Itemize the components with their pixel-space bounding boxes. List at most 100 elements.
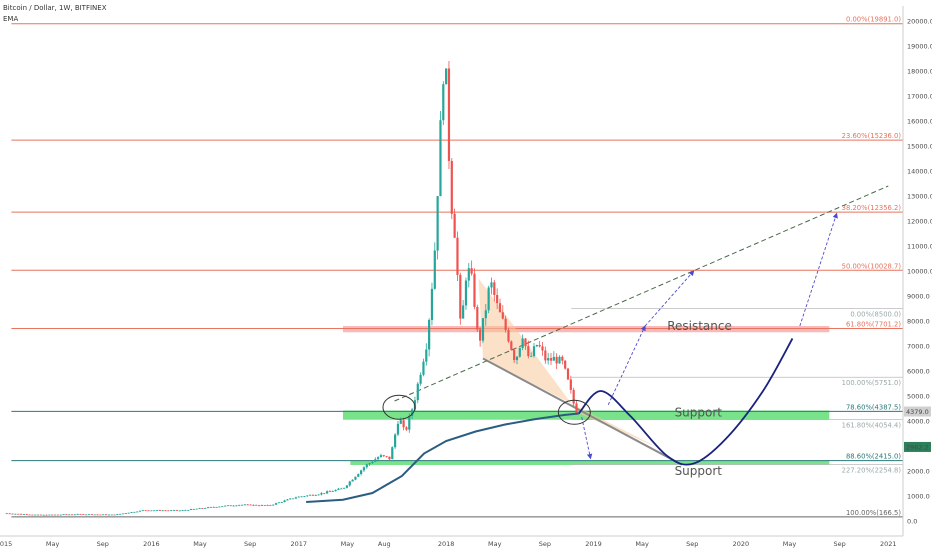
candle-body — [65, 514, 68, 516]
candle-body — [479, 329, 482, 341]
candle-body — [433, 250, 436, 289]
y-tick-label: 12000.0 — [907, 218, 932, 226]
candle-body — [360, 470, 363, 475]
candle-body — [212, 506, 215, 508]
annotation-layer: Resistance Support Support — [382, 212, 838, 478]
candle-body — [11, 513, 14, 515]
candle-body — [209, 506, 212, 508]
projection-arrow-0 — [607, 325, 646, 405]
candle-body — [274, 503, 278, 505]
candle-body — [473, 273, 476, 307]
candle-body — [130, 512, 133, 513]
candle-body — [411, 409, 414, 417]
candle-body — [532, 346, 536, 357]
candle-body — [493, 282, 496, 295]
y-tick-label: 4000.0 — [907, 418, 930, 426]
zones-layer — [342, 326, 830, 465]
y-tick-label: 17000.0 — [907, 93, 932, 101]
candle-body — [490, 282, 493, 288]
candle-body — [249, 504, 252, 506]
candle-body — [371, 461, 374, 464]
candle-body — [116, 514, 119, 515]
candle-body — [260, 505, 264, 506]
candle-body — [354, 476, 357, 480]
x-tick-label: May — [193, 540, 207, 548]
candle-body — [229, 505, 232, 507]
candle-body — [147, 510, 150, 512]
candle-body — [476, 306, 479, 330]
candle-body — [175, 510, 178, 511]
price-tag-bg-0 — [904, 406, 931, 417]
axes-layer: 2015 May Sep 2016 May Sep 2017 May Aug 2018 May Sep… — [0, 6, 932, 550]
candle-body — [377, 457, 380, 460]
candle-body — [226, 505, 229, 507]
candle-body — [181, 510, 184, 511]
zone-label-support-lower: Support — [675, 464, 723, 478]
y-tick-label: 15000.0 — [907, 143, 932, 151]
x-tick-label: 2021 — [880, 540, 897, 548]
candle-body — [266, 505, 269, 506]
candle-body — [425, 349, 428, 362]
trendline-solid — [482, 357, 683, 466]
x-tick-label: 2015 — [0, 540, 12, 548]
candle-body — [206, 507, 210, 509]
candle-body — [328, 491, 332, 493]
falling-wedge — [478, 278, 660, 449]
candle-body — [31, 514, 34, 516]
candle-body — [167, 510, 170, 512]
candle-body — [272, 504, 275, 506]
candle-body — [195, 508, 198, 510]
candle-body — [5, 513, 8, 515]
candle-body — [153, 510, 156, 512]
candle-body — [45, 514, 48, 516]
projection-curve — [578, 338, 794, 466]
candle-body — [365, 464, 368, 468]
candle-body — [513, 349, 516, 361]
candle-body — [294, 497, 298, 499]
candle-body — [362, 467, 366, 471]
y-tick-label: 10000.0 — [907, 268, 932, 276]
faint-label-3: 227.20%(2254.8) — [842, 467, 902, 475]
candle-body — [192, 508, 195, 510]
candle-body — [462, 305, 465, 319]
projection-arrow-2 — [799, 212, 838, 327]
candle-body — [164, 510, 167, 512]
candle-body — [19, 513, 23, 515]
candle-body — [544, 350, 547, 361]
y-tick-label: 0.0 — [907, 518, 917, 526]
candle-body — [68, 514, 71, 516]
candle-body — [252, 504, 255, 506]
y-tick-label: 8000.0 — [907, 318, 930, 326]
y-tick-label: 18000.0 — [907, 68, 932, 76]
candle-body — [22, 514, 25, 515]
candle-body — [56, 514, 59, 516]
projection-arrow-1 — [644, 270, 695, 327]
candle-body — [48, 514, 51, 516]
indicator-label[interactable]: EMA — [3, 15, 19, 23]
candle-body — [470, 268, 473, 274]
candle-body — [87, 514, 91, 516]
y-tick-label: 19000.0 — [907, 43, 932, 51]
candle-body — [286, 499, 289, 501]
candle-body — [572, 389, 575, 404]
y-tick-label: 9000.0 — [907, 293, 930, 301]
candle-body — [445, 68, 448, 85]
candle-body — [331, 491, 334, 492]
x-tick-label: May — [46, 540, 60, 548]
candle-body — [283, 500, 286, 503]
candle-body — [277, 502, 281, 504]
candle-body — [184, 510, 187, 511]
candle-body — [442, 84, 445, 121]
candle-body — [297, 496, 300, 498]
candle-body — [51, 514, 54, 516]
candle-body — [314, 495, 317, 496]
y-tick-label: 1000.0 — [907, 493, 930, 501]
faint-label-2: 161.80%(4054.4) — [842, 422, 902, 430]
candle-body — [8, 513, 11, 515]
candle-body — [76, 514, 79, 515]
x-tick-label: Sep — [97, 540, 109, 548]
x-tick-label: May — [341, 540, 355, 548]
candle-body — [269, 505, 272, 506]
candle-body — [436, 196, 439, 251]
ema-layer — [306, 412, 579, 503]
